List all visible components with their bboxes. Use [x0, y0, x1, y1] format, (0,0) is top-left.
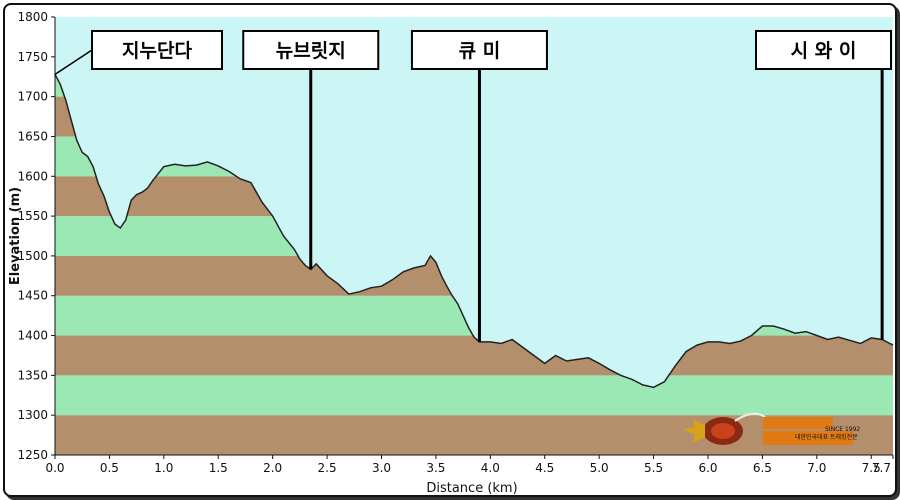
- place-label: 뉴브릿지: [276, 40, 346, 62]
- y-tick-label: 1350: [17, 368, 48, 382]
- x-tick-label: 7.7: [872, 461, 891, 475]
- place-label-box: [91, 30, 223, 70]
- x-tick-label: 3.5: [426, 461, 445, 475]
- company-logo: SINCE 1992 대한민국대표 트레킹전문: [683, 412, 860, 445]
- y-tick-label: 1550: [17, 209, 48, 223]
- svg-text:SINCE 1992: SINCE 1992: [825, 426, 860, 433]
- x-tick-label: 7.0: [807, 461, 826, 475]
- place-label-box: [410, 30, 548, 70]
- y-tick-label: 1250: [17, 448, 48, 462]
- place-label-box: [755, 30, 892, 70]
- chart-frame: 지누단다 뉴브릿지 큐 미 시 와 이 1250 1300 1350 1400 1450 150…: [3, 3, 897, 497]
- x-tick-label: 4.5: [535, 461, 554, 475]
- y-tick-label: 1300: [17, 408, 48, 422]
- x-tick-label: 7.5: [862, 461, 881, 475]
- x-tick-label: 6.5: [753, 461, 772, 475]
- elevation-line: [54, 73, 894, 389]
- place-annotation: 큐 미: [410, 30, 548, 342]
- place-annotation: 지누단다: [54, 30, 223, 75]
- svg-text:대한민국대표 트레킹전문: 대한민국대표 트레킹전문: [795, 433, 858, 441]
- place-annotation: 시 와 이: [755, 30, 892, 340]
- place-label: 시 와 이: [791, 40, 857, 62]
- x-tick-label: 5.5: [644, 461, 663, 475]
- y-tick-label: 1800: [17, 10, 48, 24]
- x-axis-title: Distance (km): [426, 481, 517, 495]
- elevation-band: [55, 415, 893, 455]
- x-tick-label: 1.5: [209, 461, 228, 475]
- y-tick-label: 1500: [17, 249, 48, 263]
- y-tick-label: 1400: [17, 329, 48, 343]
- x-tick-label: 1.0: [154, 461, 173, 475]
- x-tick-label: 0.0: [45, 461, 64, 475]
- place-annotation: 뉴브릿지: [242, 30, 380, 270]
- x-tick-label: 4.0: [481, 461, 500, 475]
- x-tick-label: 2.5: [318, 461, 337, 475]
- x-tick-label: 3.0: [372, 461, 391, 475]
- x-tick-label: 2.0: [263, 461, 282, 475]
- place-label-box: [242, 30, 380, 70]
- y-tick-label: 1450: [17, 289, 48, 303]
- y-tick-label: 1750: [17, 50, 48, 64]
- y-tick-label: 1650: [17, 129, 48, 143]
- y-tick-label: 1600: [17, 169, 48, 183]
- y-tick-label: 1700: [17, 90, 48, 104]
- pointer-line: [54, 49, 93, 75]
- y-axis-title: Elevation (m): [8, 187, 23, 285]
- elevation-chart: 지누단다 뉴브릿지 큐 미 시 와 이 1250 1300 1350 1400 1450 150…: [8, 10, 894, 495]
- place-label: 지누단다: [122, 40, 192, 62]
- x-tick-label: 5.0: [590, 461, 609, 475]
- x-tick-label: 0.5: [100, 461, 119, 475]
- elevation-band: [55, 335, 893, 376]
- elevation-band: [55, 375, 893, 416]
- x-tick-label: 6.0: [698, 461, 717, 475]
- place-label: 큐 미: [459, 40, 501, 62]
